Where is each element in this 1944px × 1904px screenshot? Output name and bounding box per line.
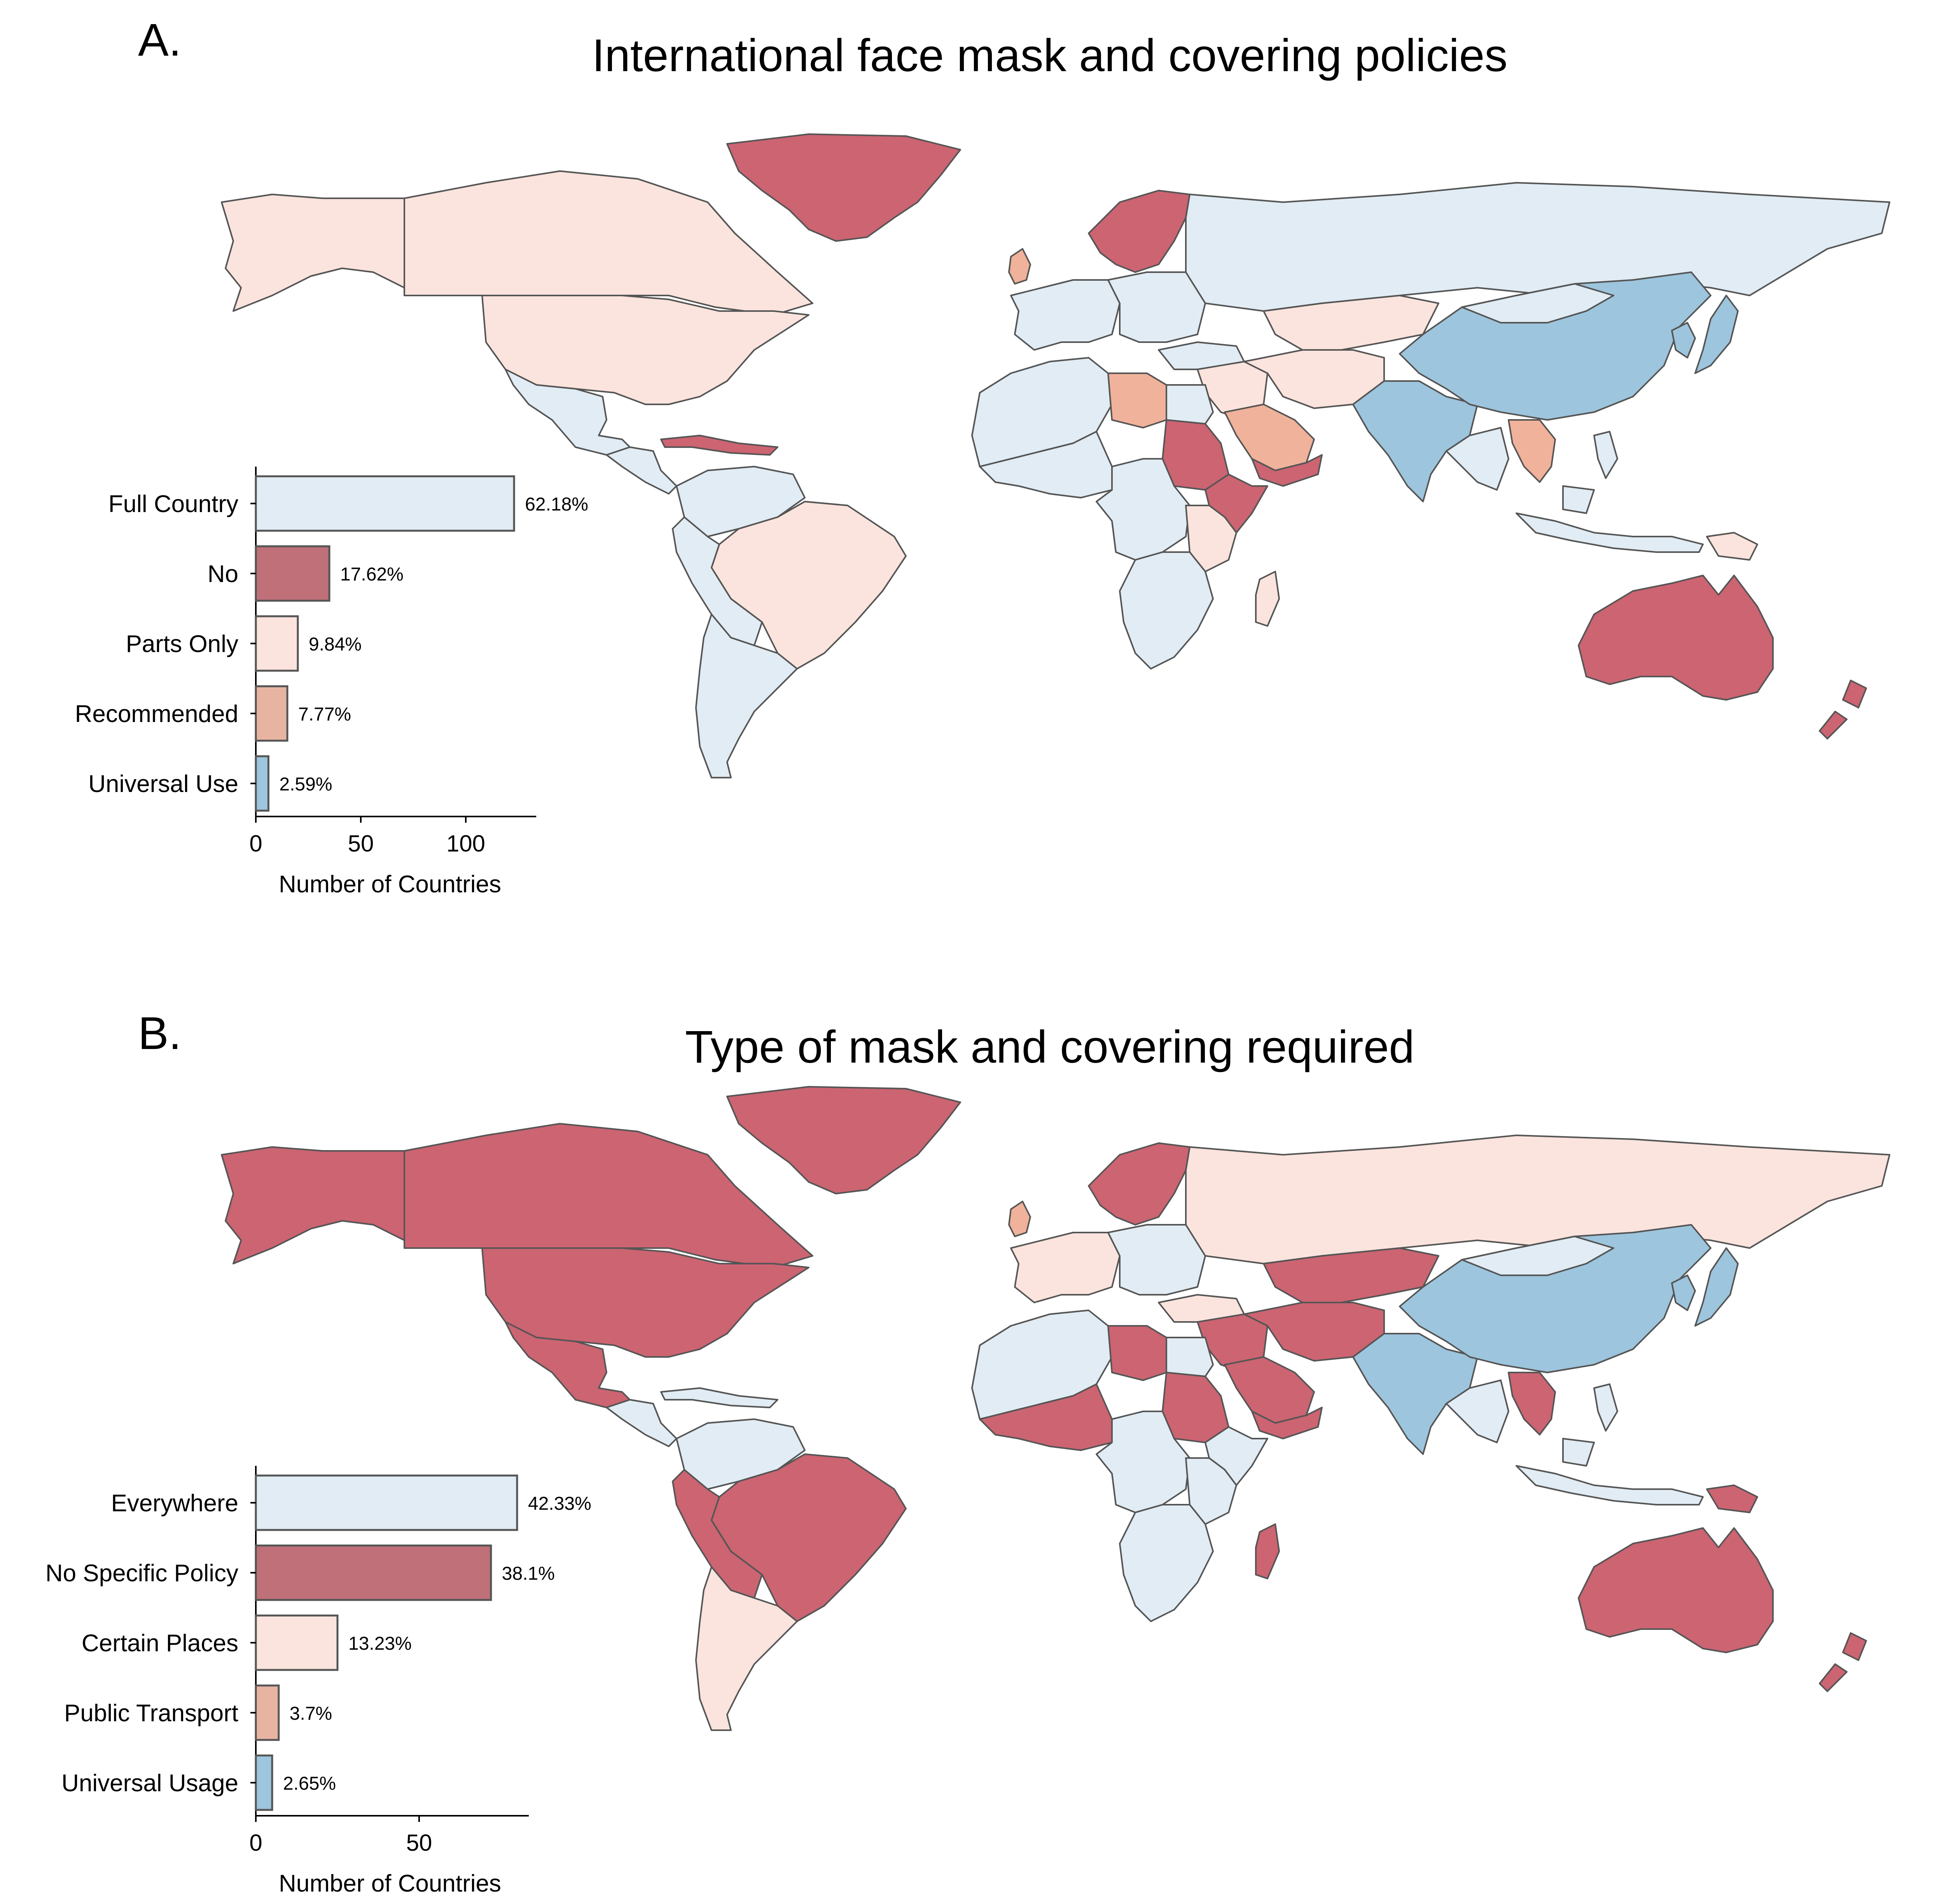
region-greenland <box>726 1086 961 1194</box>
region-scandinavia <box>1088 190 1191 273</box>
bar-chart: Everywhere 42.33% No Specific Policy 38.1% C… <box>45 1466 591 1897</box>
bar-no-specific-policy <box>255 1544 492 1601</box>
bar-parts-only <box>255 615 299 672</box>
category-label: No Specific Policy <box>45 1560 238 1587</box>
region-mongolia <box>1461 1236 1614 1276</box>
data-label: 62.18% <box>525 494 588 515</box>
region-alaska <box>221 1146 405 1264</box>
region-madagascar <box>1255 1523 1280 1579</box>
panel-letter: B. <box>138 1008 182 1059</box>
region-indonesia <box>1516 1438 1704 1505</box>
region-russia <box>1185 1135 1890 1264</box>
bar-chart: Full Country 62.18% No 17.62% Parts Only 9.84… <box>75 467 588 898</box>
region-argentina-chile <box>695 1566 798 1731</box>
region-russia <box>1185 182 1890 312</box>
data-label: 2.65% <box>283 1773 336 1794</box>
x-tick-label: 0 <box>249 1830 262 1856</box>
region-australia <box>1578 1527 1774 1653</box>
region-new-zealand <box>1819 1632 1867 1692</box>
x-tick-label: 50 <box>348 830 374 857</box>
category-label: Full Country <box>108 491 238 518</box>
region-caribbean <box>660 1387 778 1408</box>
region-uk <box>1008 248 1031 285</box>
region-western-europe <box>1010 279 1121 351</box>
category-label: Universal Usage <box>61 1770 238 1797</box>
region-mexico <box>505 369 631 456</box>
panel-title: Type of mask and covering required <box>685 1021 1414 1073</box>
bar-certain-places <box>255 1614 339 1671</box>
category-label: Certain Places <box>82 1630 238 1657</box>
data-label: 13.23% <box>348 1633 412 1654</box>
region-southern-africa <box>1119 551 1214 670</box>
region-greenland <box>726 133 961 242</box>
bar-universal-use <box>255 755 269 812</box>
bar-public-transport <box>255 1684 280 1741</box>
category-label: Public Transport <box>64 1700 238 1727</box>
region-korea-japan <box>1671 295 1739 374</box>
panel-title: International face mask and covering pol… <box>592 30 1508 81</box>
x-tick-label: 50 <box>406 1830 432 1856</box>
data-label: 17.62% <box>340 564 404 585</box>
region-yemen <box>1251 1407 1323 1439</box>
bar-recommended <box>255 685 288 742</box>
data-label: 9.84% <box>309 634 362 655</box>
world-map <box>221 1086 1890 1731</box>
region-eastern-europe <box>1107 1224 1206 1296</box>
bar-everywhere <box>255 1474 518 1531</box>
region-argentina-chile <box>695 614 798 778</box>
region-southeast-asia <box>1446 1379 1618 1443</box>
region-southern-africa <box>1119 1504 1214 1622</box>
data-label: 42.33% <box>528 1493 591 1514</box>
region-yemen <box>1251 454 1323 487</box>
region-scandinavia <box>1088 1142 1191 1226</box>
category-label: Parts Only <box>126 631 238 657</box>
bar-full-country <box>255 475 515 532</box>
region-australia <box>1578 575 1774 701</box>
region-alaska <box>221 194 405 312</box>
category-label: Universal Use <box>88 771 238 797</box>
category-label: No <box>208 561 238 587</box>
country-regions <box>221 133 1890 778</box>
x-tick-label: 0 <box>249 830 262 857</box>
x-tick-label: 100 <box>446 830 485 857</box>
data-label: 7.77% <box>298 704 351 725</box>
data-label: 2.59% <box>279 774 332 795</box>
data-label: 3.7% <box>290 1703 332 1724</box>
x-axis-label: Number of Countries <box>279 1870 501 1897</box>
region-indonesia <box>1516 485 1704 553</box>
panel-letter: A. <box>138 14 182 66</box>
region-new-zealand <box>1819 680 1867 740</box>
region-madagascar <box>1255 571 1280 627</box>
bar-no <box>255 545 330 602</box>
category-label: Recommended <box>75 701 238 727</box>
region-indochina <box>1508 1372 1556 1435</box>
region-kazakhstan <box>1263 295 1439 351</box>
bar-universal-usage <box>255 1754 273 1811</box>
region-mexico <box>505 1321 631 1408</box>
data-label: 38.1% <box>502 1563 555 1584</box>
region-uk <box>1008 1201 1031 1237</box>
category-label: Everywhere <box>111 1490 238 1517</box>
region-png <box>1706 532 1758 561</box>
world-map <box>221 133 1890 778</box>
region-mongolia <box>1461 283 1614 323</box>
region-caribbean <box>660 435 778 456</box>
region-indochina <box>1508 419 1556 483</box>
panel-b: B. Type of mask and covering required Ev… <box>0 953 1944 1904</box>
region-egypt <box>1166 1337 1214 1377</box>
region-png <box>1706 1484 1758 1513</box>
region-korea-japan <box>1671 1247 1739 1327</box>
panel-a: A. International face mask and covering … <box>75 14 1890 898</box>
region-egypt <box>1166 384 1214 425</box>
country-regions <box>221 1086 1890 1731</box>
region-western-europe <box>1010 1232 1121 1303</box>
region-southeast-asia <box>1446 427 1618 491</box>
x-axis-label: Number of Countries <box>279 871 501 898</box>
region-kazakhstan <box>1263 1247 1439 1303</box>
region-eastern-europe <box>1107 271 1206 343</box>
